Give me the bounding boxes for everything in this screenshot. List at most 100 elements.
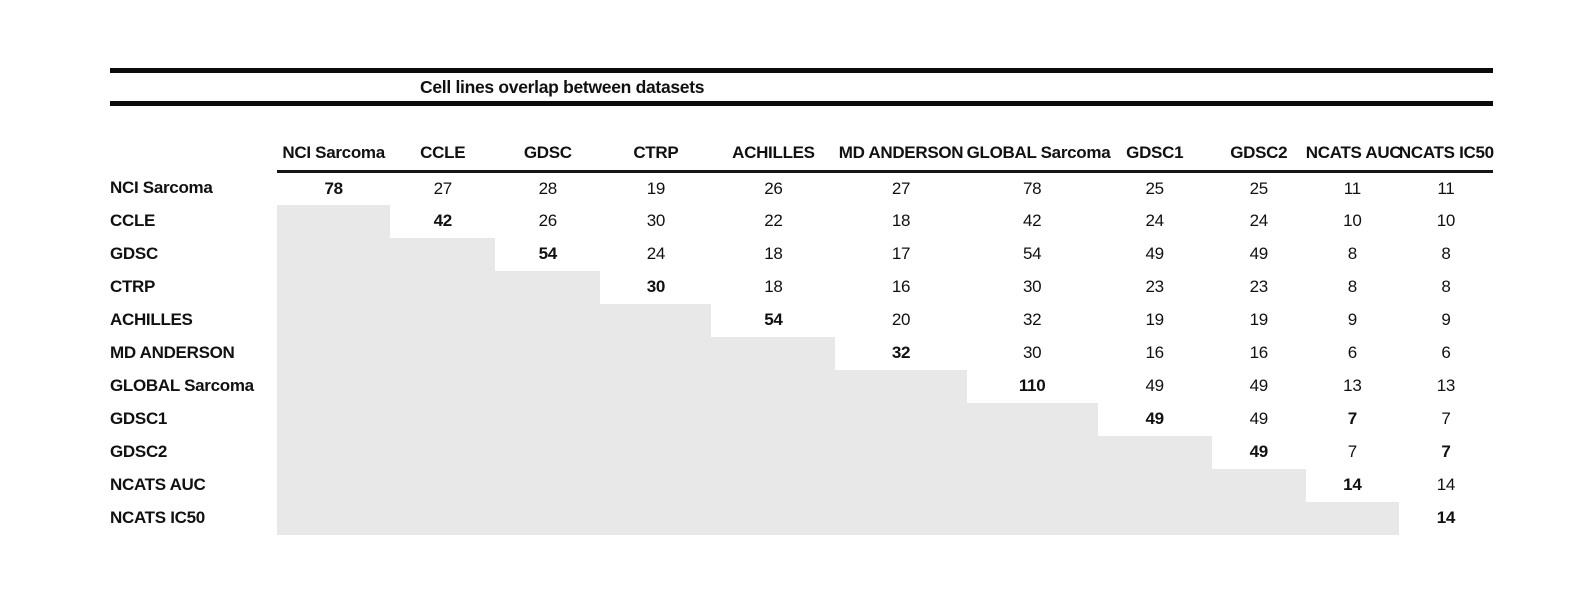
matrix-cell: 54 — [764, 310, 783, 329]
row-label: CTRP — [110, 277, 156, 296]
matrix-cell — [711, 501, 836, 535]
matrix-cell: 19 — [646, 178, 666, 198]
matrix-cell — [390, 303, 496, 337]
matrix-cell — [390, 435, 496, 469]
matrix-cell: 11 — [1437, 178, 1455, 198]
matrix-cell — [711, 468, 836, 502]
row-label: GDSC1 — [110, 409, 168, 428]
matrix-cell: 18 — [764, 277, 783, 296]
matrix-cell: 10 — [1343, 211, 1362, 230]
table-title: Cell lines overlap between datasets — [420, 77, 705, 97]
matrix-cell — [495, 369, 601, 403]
table-row-gdsc: GDSC 54 24 18 17 54 49 49 8 8 — [110, 237, 1493, 271]
row-label: NCATS IC50 — [110, 508, 205, 527]
matrix-cell — [600, 468, 712, 502]
matrix-cell: 49 — [1249, 409, 1269, 428]
matrix-cell: 14 — [1343, 475, 1362, 494]
table-row-ccle: CCLE 42 26 30 22 18 42 24 24 10 10 — [110, 204, 1493, 238]
matrix-cell — [835, 435, 967, 469]
row-label: GLOBAL Sarcoma — [110, 376, 254, 395]
matrix-cell — [835, 501, 967, 535]
matrix-cell — [495, 402, 601, 436]
matrix-cell: 42 — [1022, 211, 1042, 230]
matrix-cell: 26 — [764, 178, 783, 198]
row-label: NCI Sarcoma — [110, 178, 213, 197]
matrix-cell: 23 — [1249, 277, 1269, 296]
matrix-cell — [711, 435, 836, 469]
matrix-cell — [277, 369, 391, 403]
matrix-cell: 32 — [891, 343, 911, 362]
matrix-cell — [277, 402, 391, 436]
matrix-cell — [495, 501, 601, 535]
col-header-gdsc1: GDSC1 — [1097, 136, 1212, 173]
matrix-cell: 28 — [538, 178, 558, 198]
matrix-cell: 7 — [1347, 442, 1357, 461]
matrix-cell: 16 — [1249, 343, 1269, 362]
row-label: NCATS AUC — [110, 475, 206, 494]
matrix-cell: 10 — [1436, 211, 1456, 230]
matrix-cell: 18 — [764, 244, 783, 263]
table-row-ncats-auc: NCATS AUC 14 14 — [110, 468, 1493, 502]
matrix-cell: 30 — [1022, 277, 1042, 296]
col-header-ccle: CCLE — [390, 136, 496, 173]
matrix-cell: 6 — [1441, 343, 1451, 362]
matrix-cell — [711, 402, 836, 436]
matrix-cell: 11 — [1343, 178, 1361, 198]
matrix-cell: 49 — [1145, 409, 1165, 428]
matrix-cell — [277, 270, 391, 304]
matrix-cell: 30 — [646, 211, 666, 230]
matrix-cell — [835, 369, 967, 403]
matrix-cell: 24 — [646, 244, 666, 263]
matrix-cell: 8 — [1347, 277, 1357, 296]
matrix-cell: 18 — [891, 211, 911, 230]
col-header-global-sarcoma: GLOBAL Sarcoma — [966, 136, 1111, 173]
table-row-md-anderson: MD ANDERSON 32 30 16 16 6 6 — [110, 336, 1493, 370]
matrix-cell: 8 — [1441, 277, 1451, 296]
matrix-cell: 13 — [1436, 376, 1456, 395]
matrix-cell: 25 — [1249, 178, 1269, 198]
col-header-md-anderson: MD ANDERSON — [835, 136, 967, 173]
matrix-cell: 9 — [1347, 310, 1357, 329]
matrix-cell — [495, 435, 601, 469]
matrix-cell: 8 — [1347, 244, 1357, 263]
table-row-nci-sarcoma: NCI Sarcoma 78 27 28 19 26 27 78 25 25 11 11 — [110, 172, 1493, 205]
corner-cell — [110, 136, 277, 172]
col-header-achilles: ACHILLES — [711, 136, 836, 173]
matrix-cell: 27 — [433, 178, 453, 198]
matrix-cell — [390, 468, 496, 502]
matrix-cell: 26 — [538, 211, 558, 230]
row-label: ACHILLES — [110, 310, 193, 329]
matrix-cell — [277, 336, 391, 370]
matrix-cell — [966, 435, 1098, 469]
matrix-cell — [600, 435, 712, 469]
matrix-cell: 9 — [1441, 310, 1451, 329]
matrix-cell — [1097, 501, 1212, 535]
row-label: GDSC2 — [110, 442, 168, 461]
matrix-cell — [835, 468, 967, 502]
matrix-cell: 17 — [891, 244, 911, 263]
matrix-cell: 23 — [1145, 277, 1165, 296]
matrix-cell — [390, 402, 496, 436]
row-label: GDSC — [110, 244, 158, 263]
matrix-cell — [600, 303, 712, 337]
matrix-cell: 49 — [1249, 442, 1269, 461]
matrix-cell — [495, 336, 601, 370]
matrix-cell — [600, 336, 712, 370]
matrix-cell: 30 — [646, 277, 666, 296]
matrix-cell — [277, 303, 391, 337]
matrix-cell: 22 — [764, 211, 783, 230]
row-label: MD ANDERSON — [110, 343, 235, 362]
col-header-ncats-auc: NCATS AUC — [1305, 136, 1402, 173]
matrix-cell: 78 — [1022, 178, 1042, 198]
matrix-cell: 49 — [1145, 244, 1165, 263]
matrix-cell: 32 — [1022, 310, 1042, 329]
matrix-cell — [835, 402, 967, 436]
matrix-cell — [711, 336, 836, 370]
table-row-global-sarcoma: GLOBAL Sarcoma 110 49 49 13 13 — [110, 369, 1493, 403]
matrix-cell: 49 — [1249, 376, 1269, 395]
matrix-cell — [390, 501, 496, 535]
row-label: CCLE — [110, 211, 156, 230]
col-header-nci-sarcoma: NCI Sarcoma — [277, 136, 391, 173]
matrix-cell: 78 — [324, 178, 343, 198]
matrix-cell — [1211, 501, 1306, 535]
